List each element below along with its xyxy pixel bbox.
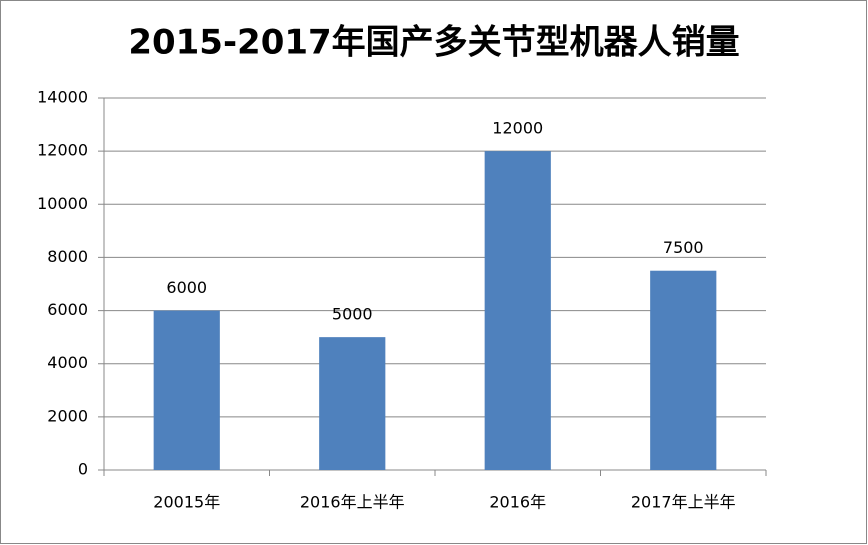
x-tick-label: 2017年上半年 [631, 493, 736, 512]
bar [650, 270, 717, 470]
y-tick-label: 12000 [37, 141, 88, 160]
y-tick-label: 2000 [47, 406, 88, 425]
y-tick-label: 0 [78, 460, 88, 479]
y-tick-label: 8000 [47, 247, 88, 266]
data-label: 6000 [166, 278, 207, 297]
data-label: 12000 [492, 119, 543, 138]
x-tick-label: 2016年 [489, 493, 546, 512]
x-tick-label: 20015年 [153, 493, 220, 512]
bar [484, 151, 551, 470]
y-tick-label: 14000 [37, 88, 88, 107]
y-tick-label: 6000 [47, 300, 88, 319]
bar [319, 337, 386, 470]
bar [153, 310, 220, 470]
y-tick-label: 10000 [37, 194, 88, 213]
data-label: 7500 [663, 238, 704, 257]
y-tick-label: 4000 [47, 353, 88, 372]
chart-title: 2015-2017年国产多关节型机器人销量 [128, 23, 739, 63]
data-label: 5000 [332, 305, 373, 324]
x-tick-label: 2016年上半年 [300, 493, 405, 512]
